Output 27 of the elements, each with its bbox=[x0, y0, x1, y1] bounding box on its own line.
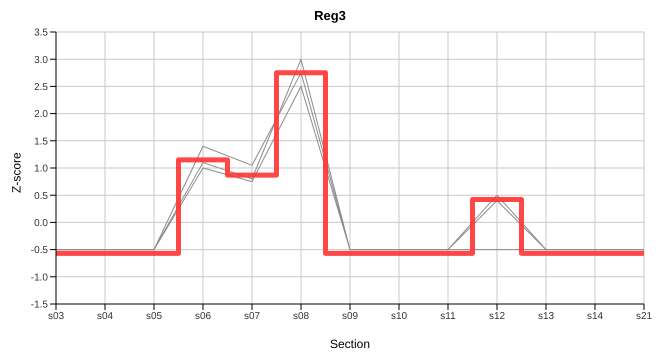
y-tick-label: -1.5 bbox=[30, 300, 48, 311]
x-tick-label: s08 bbox=[292, 311, 310, 322]
y-tick-label: -0.5 bbox=[30, 245, 48, 256]
x-tick-label: s09 bbox=[342, 311, 358, 322]
y-tick-label: 3.0 bbox=[34, 54, 48, 66]
x-tick-label: s14 bbox=[586, 311, 604, 322]
x-tick-label: s04 bbox=[96, 311, 114, 322]
x-tick-label: s05 bbox=[146, 311, 162, 322]
x-tick-label: s06 bbox=[194, 311, 212, 322]
chart-title: Reg3 bbox=[313, 8, 347, 25]
x-tick-label: s12 bbox=[488, 311, 506, 322]
x-tick-label: s11 bbox=[440, 311, 456, 322]
x-tick-label: s10 bbox=[390, 311, 408, 322]
y-tick-label: 0.0 bbox=[34, 218, 48, 229]
y-tick-label: 2.0 bbox=[34, 109, 48, 120]
x-tick-label: s21 bbox=[636, 311, 652, 322]
x-tick-label: s03 bbox=[48, 311, 64, 322]
y-tick-label: 1.0 bbox=[34, 164, 48, 175]
y-tick-label: 1.5 bbox=[34, 136, 48, 148]
y-tick-label: 0.5 bbox=[34, 190, 48, 202]
y-tick-label: 2.5 bbox=[34, 82, 48, 93]
x-axis-title: Section bbox=[330, 337, 370, 351]
x-tick-label: s07 bbox=[244, 311, 260, 322]
y-tick-label: -1.0 bbox=[30, 272, 48, 284]
y-axis-title: Z-score bbox=[9, 152, 24, 193]
x-tick-label: s13 bbox=[538, 311, 554, 322]
y-tick-label: 3.5 bbox=[34, 28, 48, 39]
